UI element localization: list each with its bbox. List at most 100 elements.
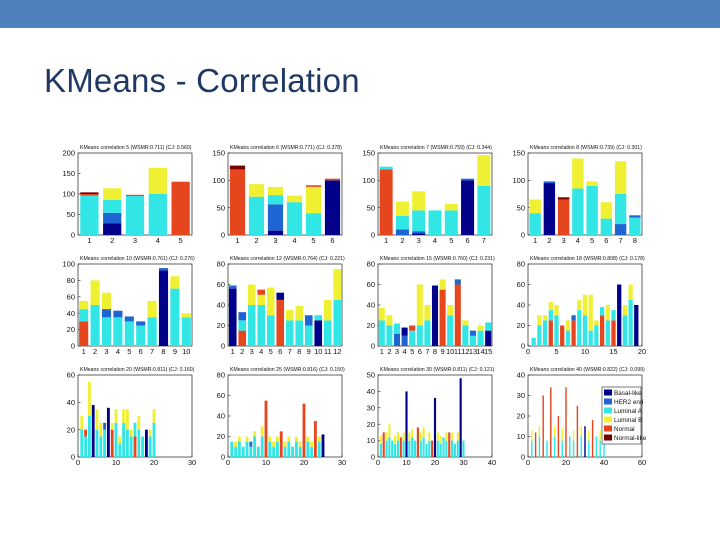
bar-segment [91, 405, 95, 457]
bar-segment [305, 185, 322, 187]
bar-segment [148, 436, 152, 457]
bar-segment [413, 440, 417, 457]
subplot-title: KMeans correlation 12 (WSMR:0.764) (CJ: … [230, 256, 345, 262]
bar-segment [439, 279, 446, 290]
bar-segment [461, 180, 475, 235]
bar-segment [444, 210, 458, 235]
bar-segment [79, 309, 89, 322]
bar-segment [388, 424, 391, 438]
y-tick-label: 40 [67, 398, 75, 407]
y-tick-label: 0 [521, 231, 525, 240]
bar-segment [275, 441, 279, 457]
bar-segment [537, 315, 542, 326]
y-tick-label: 20 [217, 321, 225, 330]
bar-segment [306, 441, 310, 457]
x-tick-label: 2 [547, 236, 551, 245]
bar-segment [622, 315, 628, 346]
x-tick-label: 20 [431, 458, 439, 467]
subplot-title: KMeans correlation 8 (WSMR:0.739) (CJ: 0… [530, 145, 642, 151]
bar-segment [152, 409, 156, 423]
x-tick-label: 9 [307, 347, 311, 356]
bar-segment [409, 325, 416, 331]
bar-segment [529, 213, 541, 235]
bar-segment [385, 432, 388, 441]
bar-segment [114, 422, 118, 457]
bar-segment [477, 185, 491, 235]
subplot-title: KMeans correlation 6 (WSMR:0.771) (CJ: 0… [230, 145, 342, 151]
y-tick-label: 40 [217, 301, 225, 310]
bar-segment [542, 320, 548, 346]
bar-segment [286, 202, 303, 235]
bar-segment [122, 422, 126, 457]
x-tick-label: 2 [93, 347, 97, 356]
bar-segment [314, 320, 323, 346]
bar-segment [531, 440, 533, 457]
bar-segment [456, 440, 459, 457]
axes-box [527, 152, 643, 236]
bar-segment [114, 409, 118, 423]
x-tick-label: 9 [173, 347, 177, 356]
bar-segment [571, 320, 576, 346]
bar-segment [531, 430, 533, 441]
y-tick-label: 80 [217, 371, 225, 380]
y-tick-label: 50 [367, 371, 375, 380]
x-tick-label: 0 [226, 458, 230, 467]
subplot-1: KMeans correlation 5 (WSMR:0.711) (CJ: 0… [62, 145, 193, 245]
subplot-title: KMeans correlation 5 (WSMR:0.711) (CJ: 0… [80, 145, 192, 151]
bar-segment [298, 441, 302, 447]
bar-segment [572, 440, 575, 457]
bar-segment [456, 432, 459, 441]
bar-segment [228, 288, 237, 346]
bar-segment [386, 325, 393, 346]
y-tick-label: 0 [71, 453, 75, 462]
bar-segment [416, 427, 419, 457]
bar-segment [553, 436, 556, 457]
bar-segment [238, 330, 247, 346]
bar-segment [378, 320, 385, 346]
bar-segment [276, 292, 285, 300]
bar-segment [275, 436, 279, 442]
bar-segment [582, 315, 588, 346]
x-tick-label: 8 [161, 347, 165, 356]
y-tick-label: 0 [221, 453, 225, 462]
bar-segment [321, 434, 325, 457]
bar-segment [600, 202, 613, 219]
bar-segment [268, 441, 272, 457]
legend-label: Normal-like [614, 435, 647, 442]
y-tick-label: 200 [62, 149, 75, 158]
bar-segment [378, 308, 385, 321]
bar-segment [137, 429, 141, 457]
x-tick-label: 2 [387, 347, 391, 356]
x-tick-label: 7 [482, 236, 486, 245]
x-tick-label: 6 [465, 236, 469, 245]
x-tick-label: 2 [254, 236, 258, 245]
bar-segment [422, 437, 425, 457]
bar-segment [99, 436, 103, 457]
bar-segment [79, 300, 89, 310]
bar-segment [148, 167, 167, 194]
bar-segment [399, 437, 402, 457]
bar-segment [419, 440, 422, 457]
bar-segment [237, 436, 241, 442]
subplot-5: KMeans correlation 10 (WSMR:0.761) (CJ: … [62, 256, 195, 356]
bar-segment [439, 443, 442, 457]
bar-segment [148, 429, 152, 437]
bar-segment [103, 199, 122, 213]
bar-segment [238, 320, 247, 331]
bar-segment [304, 315, 313, 326]
y-tick-label: 0 [71, 342, 75, 351]
x-tick-label: 7 [425, 347, 429, 356]
bar-segment [409, 330, 416, 346]
x-tick-label: 1 [82, 347, 86, 356]
bar-segment [79, 321, 89, 346]
subplot-4: KMeans correlation 8 (WSMR:0.739) (CJ: 0… [512, 145, 643, 245]
x-tick-label: 6 [330, 236, 334, 245]
y-tick-label: 10 [517, 432, 525, 441]
bar-segment [249, 441, 253, 447]
bar-segment [614, 224, 627, 235]
bar-segment [256, 446, 260, 457]
y-tick-label: 0 [221, 231, 225, 240]
bar-segment [411, 437, 414, 457]
y-tick-label: 100 [512, 176, 525, 185]
bar-segment [401, 335, 408, 346]
